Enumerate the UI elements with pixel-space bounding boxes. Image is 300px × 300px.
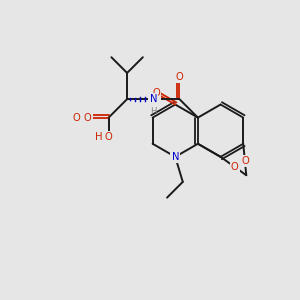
Text: O: O [176, 72, 183, 82]
Text: O: O [84, 112, 92, 123]
Text: O: O [231, 162, 239, 172]
Text: O: O [241, 156, 249, 166]
Text: H: H [95, 132, 103, 142]
Text: N: N [149, 94, 157, 104]
Text: O: O [105, 132, 112, 142]
Text: O: O [152, 88, 160, 98]
Text: H: H [150, 107, 157, 116]
Text: N: N [172, 152, 179, 162]
Text: O: O [73, 112, 80, 123]
